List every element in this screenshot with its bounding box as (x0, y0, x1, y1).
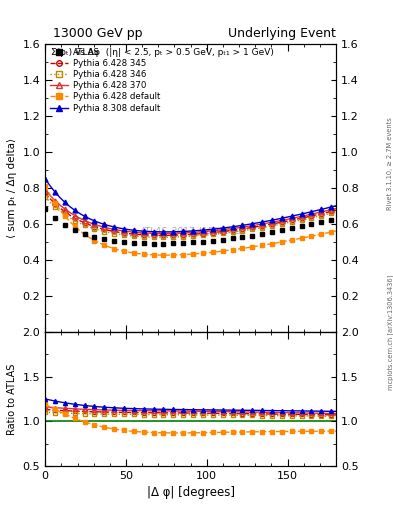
Text: Σ(pₜ) vs Δφ  (|η| < 2.5, pₜ > 0.5 GeV, pₜ₁ > 1 GeV): Σ(pₜ) vs Δφ (|η| < 2.5, pₜ > 0.5 GeV, pₜ… (51, 48, 274, 57)
Text: Underlying Event: Underlying Event (228, 27, 336, 39)
X-axis label: |Δ φ| [degrees]: |Δ φ| [degrees] (147, 486, 235, 499)
Text: Rivet 3.1.10, ≥ 2.7M events: Rivet 3.1.10, ≥ 2.7M events (387, 117, 393, 210)
Text: mcplots.cern.ch [arXiv:1306.3436]: mcplots.cern.ch [arXiv:1306.3436] (387, 275, 393, 391)
Text: ATLAS_2017_I1509919: ATLAS_2017_I1509919 (139, 226, 242, 236)
Text: 13000 GeV pp: 13000 GeV pp (53, 27, 143, 39)
Y-axis label: ⟨ sum pₜ / Δη delta⟩: ⟨ sum pₜ / Δη delta⟩ (7, 138, 17, 238)
Y-axis label: Ratio to ATLAS: Ratio to ATLAS (7, 364, 17, 435)
Legend: ATLAS, Pythia 6.428 345, Pythia 6.428 346, Pythia 6.428 370, Pythia 6.428 defaul: ATLAS, Pythia 6.428 345, Pythia 6.428 34… (48, 46, 162, 114)
